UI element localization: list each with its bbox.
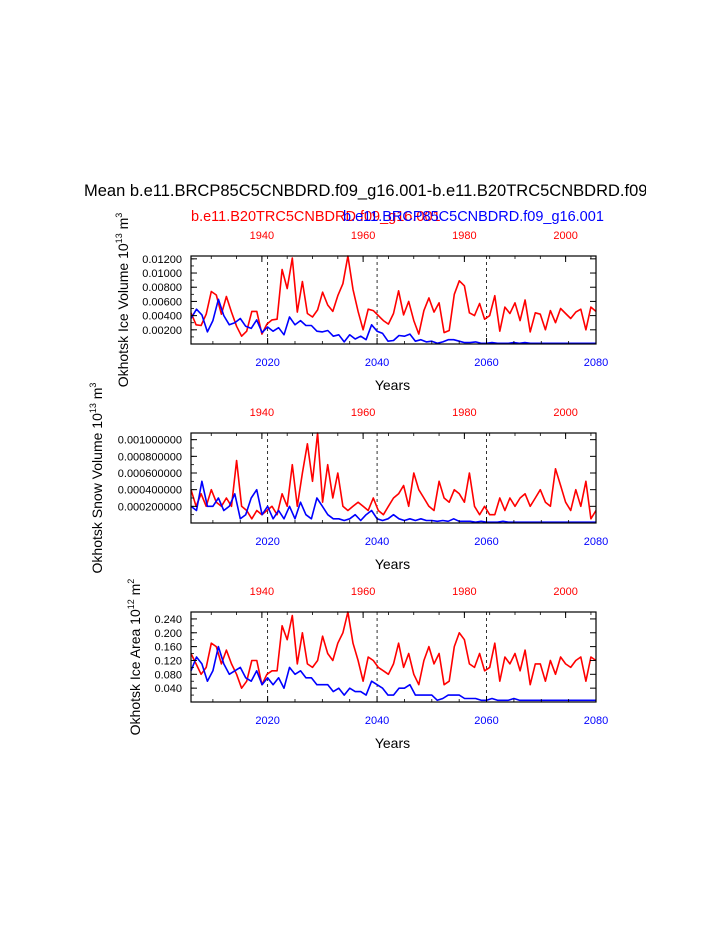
x-tick-label-bottom-0-3: 2080 bbox=[584, 357, 608, 369]
y-tick-label-2-1: 0.080 bbox=[154, 669, 182, 681]
y-axis-label-part: m bbox=[89, 388, 105, 404]
legend-red-run: b.e11.B20TRC5CNBDRD.f09_g16.001 bbox=[191, 209, 441, 225]
y-tick-label-2-4: 0.200 bbox=[154, 628, 182, 640]
series-line-blue-1 bbox=[190, 480, 596, 524]
x-tick-label-bottom-1-2: 2060 bbox=[474, 536, 498, 548]
y-tick-label-0-4: 0.01000 bbox=[142, 268, 182, 280]
plot-frame-2 bbox=[190, 611, 597, 703]
y-tick-label-2-5: 0.240 bbox=[154, 614, 182, 626]
y-axis-label-part: m bbox=[127, 584, 143, 600]
y-tick-label-1-2: 0.000600000 bbox=[118, 468, 182, 480]
y-axis-label-2: Okhotsk Ice Area 1012 m2 bbox=[126, 579, 143, 736]
x-axis-label-1: Years bbox=[375, 556, 410, 572]
x-axis-label-0: Years bbox=[375, 377, 410, 393]
y-tick-label-0-5: 0.01200 bbox=[142, 254, 182, 266]
x-tick-label-bottom-2-2: 2060 bbox=[474, 715, 498, 727]
y-tick-label-0-2: 0.00600 bbox=[142, 296, 182, 308]
x-tick-label-top-1-1: 1960 bbox=[351, 407, 375, 419]
y-axis-label-part: Okhotsk Snow Volume 10 bbox=[89, 413, 105, 574]
x-tick-label-bottom-2-3: 2080 bbox=[584, 715, 608, 727]
y-tick-label-0-1: 0.00400 bbox=[142, 311, 182, 323]
x-tick-label-top-2-0: 1940 bbox=[250, 586, 274, 598]
y-axis-label-part: 2 bbox=[126, 579, 136, 584]
x-tick-label-top-1-0: 1940 bbox=[250, 407, 274, 419]
x-tick-label-bottom-1-3: 2080 bbox=[584, 536, 608, 548]
x-tick-label-top-2-2: 1980 bbox=[452, 586, 476, 598]
y-axis-label-part: 3 bbox=[88, 383, 98, 388]
y-tick-label-2-2: 0.120 bbox=[154, 655, 182, 667]
y-tick-label-1-4: 0.001000000 bbox=[118, 435, 182, 447]
y-tick-label-1-3: 0.000800000 bbox=[118, 451, 182, 463]
x-tick-label-bottom-1-1: 2040 bbox=[365, 536, 389, 548]
y-axis-label-part: Okhotsk Ice Area 10 bbox=[127, 609, 143, 735]
series-line-red-0 bbox=[190, 255, 597, 338]
chart-title: Mean b.e11.BRCP85C5CNBDRD.f09_g16.001-b.… bbox=[84, 182, 646, 200]
y-axis-label-0: Okhotsk Ice Volume 1013 m3 bbox=[114, 213, 131, 388]
x-tick-label-bottom-2-0: 2020 bbox=[255, 715, 279, 727]
x-tick-label-top-0-1: 1960 bbox=[351, 230, 375, 242]
x-tick-label-top-2-1: 1960 bbox=[351, 586, 375, 598]
x-tick-label-top-0-2: 1980 bbox=[452, 230, 476, 242]
x-axis-label-2: Years bbox=[375, 735, 410, 751]
x-tick-label-top-0-3: 2000 bbox=[553, 230, 577, 242]
series-line-blue-0 bbox=[190, 298, 596, 345]
y-axis-label-part: 3 bbox=[114, 213, 124, 218]
x-tick-label-bottom-1-0: 2020 bbox=[255, 536, 279, 548]
y-tick-label-1-0: 0.000200000 bbox=[118, 501, 182, 513]
y-tick-label-2-0: 0.040 bbox=[154, 683, 182, 695]
legend-blue-run: b.e11.BRCP85C5CNBDRD.f09_g16.001 bbox=[343, 209, 604, 225]
y-axis-label-part: 13 bbox=[88, 403, 98, 413]
x-tick-label-bottom-2-1: 2040 bbox=[365, 715, 389, 727]
y-tick-label-2-3: 0.160 bbox=[154, 642, 182, 654]
x-tick-label-bottom-0-1: 2040 bbox=[365, 357, 389, 369]
y-axis-label-part: 12 bbox=[126, 599, 136, 609]
y-tick-label-1-1: 0.000400000 bbox=[118, 485, 182, 497]
series-line-red-1 bbox=[190, 432, 597, 520]
series-line-red-2 bbox=[190, 611, 597, 690]
y-tick-label-0-0: 0.00200 bbox=[142, 325, 182, 337]
x-tick-label-bottom-0-2: 2060 bbox=[474, 357, 498, 369]
plot-frame-1 bbox=[190, 432, 597, 524]
x-tick-label-top-1-2: 1980 bbox=[452, 407, 476, 419]
y-axis-label-1: Okhotsk Snow Volume 1013 m3 bbox=[88, 383, 105, 574]
y-axis-label-part: 13 bbox=[114, 233, 124, 243]
x-tick-label-top-1-3: 2000 bbox=[553, 407, 577, 419]
series-line-blue-2 bbox=[190, 645, 596, 702]
y-tick-label-0-3: 0.00800 bbox=[142, 282, 182, 294]
x-tick-label-top-2-3: 2000 bbox=[553, 586, 577, 598]
x-tick-label-bottom-0-0: 2020 bbox=[255, 357, 279, 369]
y-axis-label-part: m bbox=[115, 218, 131, 234]
plot-frame-0 bbox=[190, 255, 597, 345]
y-axis-label-part: Okhotsk Ice Volume 10 bbox=[115, 243, 131, 387]
x-tick-label-top-0-0: 1940 bbox=[250, 230, 274, 242]
